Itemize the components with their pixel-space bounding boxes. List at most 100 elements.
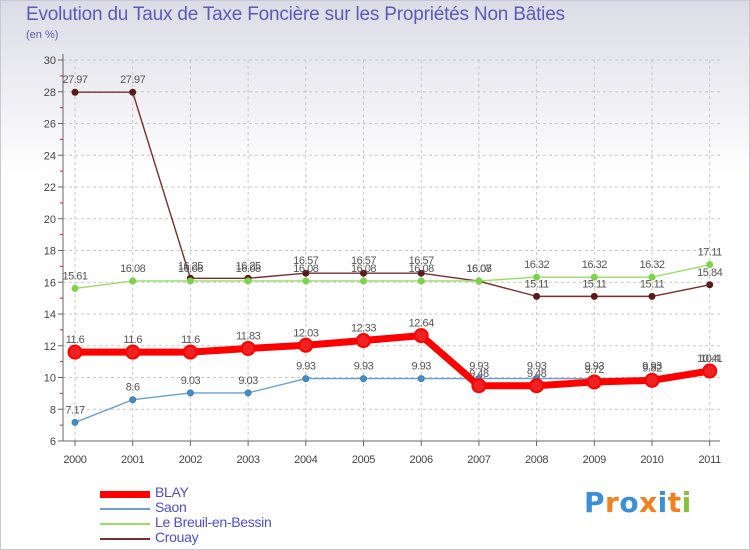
data-point-blay	[702, 363, 718, 379]
series-line-blay	[75, 332, 711, 390]
data-label-saon: 9.03	[238, 375, 258, 387]
data-point-blay	[471, 378, 487, 394]
legend-label-blay: BLAY	[155, 484, 189, 500]
data-point-blay	[125, 344, 141, 360]
data-label-le-breuil-en-bessin: 15.61	[62, 270, 87, 282]
data-point-crouay	[417, 269, 425, 277]
data-label-crouay: 16.57	[351, 255, 376, 267]
legend-label-le-breuil-en-bessin: Le Breuil-en-Bessin	[155, 514, 272, 530]
data-point-le-breuil-en-bessin	[186, 277, 194, 285]
proxiti-logo: Proxiti	[584, 486, 692, 519]
data-point-blay	[529, 378, 545, 394]
x-tick-label: 2000	[63, 454, 86, 466]
legend-swatch-blay	[100, 490, 150, 498]
data-point-le-breuil-en-bessin	[71, 284, 79, 292]
data-label-le-breuil-en-bessin: 16.08	[120, 263, 145, 275]
x-tick-label: 2004	[294, 454, 317, 466]
data-label-crouay: 15.11	[640, 278, 665, 290]
y-tick-label: 22	[44, 182, 56, 194]
data-label-crouay: 16.25	[178, 260, 203, 272]
x-tick-label: 2008	[525, 454, 548, 466]
y-tick-label: 6	[50, 436, 56, 448]
data-label-le-breuil-en-bessin: 16.08	[466, 263, 491, 275]
y-tick-label: 30	[44, 55, 56, 67]
data-point-blay	[67, 344, 83, 360]
y-tick-label: 26	[44, 119, 56, 131]
x-tick-label: 2010	[640, 454, 663, 466]
data-point-crouay	[590, 292, 598, 300]
logo-letter: x	[639, 486, 658, 519]
data-point-saon	[186, 389, 194, 397]
data-label-saon: 9.93	[411, 361, 431, 373]
data-label-le-breuil-en-bessin: 16.08	[293, 263, 318, 275]
data-point-crouay	[302, 269, 310, 277]
data-point-le-breuil-en-bessin	[533, 273, 541, 281]
logo-letter: i	[657, 486, 668, 519]
data-point-saon	[302, 375, 310, 383]
logo-letter: i	[681, 486, 692, 519]
data-point-blay	[240, 340, 256, 356]
x-tick-label: 2007	[467, 454, 490, 466]
data-label-saon: 7.17	[65, 404, 85, 416]
y-tick-label: 16	[44, 277, 56, 289]
data-label-blay: 12.03	[293, 327, 318, 339]
data-point-crouay	[533, 292, 541, 300]
x-tick-label: 2001	[121, 454, 144, 466]
data-label-saon: 8.6	[126, 382, 140, 394]
data-point-blay	[644, 372, 660, 388]
data-point-le-breuil-en-bessin	[590, 273, 598, 281]
data-point-crouay	[706, 281, 714, 289]
data-label-saon: 9.93	[296, 361, 316, 373]
data-label-saon: 9.93	[469, 361, 489, 373]
logo-letter: P	[584, 486, 606, 519]
data-label-crouay: 27.97	[120, 74, 145, 86]
data-label-saon: 9.93	[585, 361, 605, 373]
data-label-le-breuil-en-bessin: 16.32	[524, 259, 549, 271]
data-label-le-breuil-en-bessin: 16.32	[639, 259, 664, 271]
data-label-blay: 12.64	[409, 318, 434, 330]
data-point-saon	[360, 375, 367, 383]
y-tick-label: 10	[44, 373, 56, 385]
data-label-le-breuil-en-bessin: 17.11	[698, 247, 723, 259]
data-point-blay	[586, 374, 602, 390]
data-label-blay: 9.72	[585, 364, 605, 376]
legend-swatch-crouay	[100, 538, 150, 540]
data-label-crouay: 16.07	[466, 263, 491, 275]
data-label-blay: 12.33	[351, 323, 376, 335]
data-label-le-breuil-en-bessin: 16.08	[351, 263, 376, 275]
series-line-le-breuil-en-bessin	[74, 263, 710, 290]
data-label-saon: 9.03	[181, 375, 201, 387]
logo-letter: o	[619, 486, 640, 519]
legend-label-crouay: Crouay	[155, 529, 199, 545]
data-point-saon	[244, 389, 252, 397]
data-label-le-breuil-en-bessin: 16.08	[178, 263, 203, 275]
data-label-blay: 11.6	[66, 334, 85, 346]
data-point-le-breuil-en-bessin	[706, 261, 714, 269]
data-label-blay: 10.41	[697, 353, 722, 365]
data-point-crouay	[71, 88, 79, 96]
data-point-le-breuil-en-bessin	[302, 277, 310, 285]
data-label-crouay: 15.84	[697, 267, 722, 279]
data-point-saon	[71, 418, 79, 426]
data-label-crouay: 16.57	[293, 255, 318, 267]
data-point-crouay	[360, 269, 367, 277]
x-tick-label: 2009	[583, 454, 606, 466]
logo-letter: r	[605, 486, 620, 519]
data-label-crouay: 16.57	[409, 255, 434, 267]
data-point-le-breuil-en-bessin	[648, 273, 656, 281]
data-label-crouay: 15.11	[524, 278, 549, 290]
y-tick-label: 18	[44, 246, 56, 258]
data-label-saon: 10.4	[700, 353, 720, 365]
chart-subtitle: (en %)	[26, 29, 59, 41]
data-label-le-breuil-en-bessin: 16.08	[409, 263, 434, 275]
legend-swatch-le-breuil-en-bessin	[100, 523, 150, 525]
x-tick-label: 2005	[352, 454, 375, 466]
data-point-le-breuil-en-bessin	[475, 277, 483, 285]
y-tick-label: 20	[44, 214, 56, 226]
data-point-crouay	[648, 292, 656, 300]
y-tick-label: 8	[50, 404, 56, 416]
legend-swatch-saon	[100, 508, 150, 510]
data-point-saon	[129, 396, 137, 404]
logo-letter: t	[667, 486, 682, 519]
data-label-blay: 9.82	[642, 362, 662, 374]
